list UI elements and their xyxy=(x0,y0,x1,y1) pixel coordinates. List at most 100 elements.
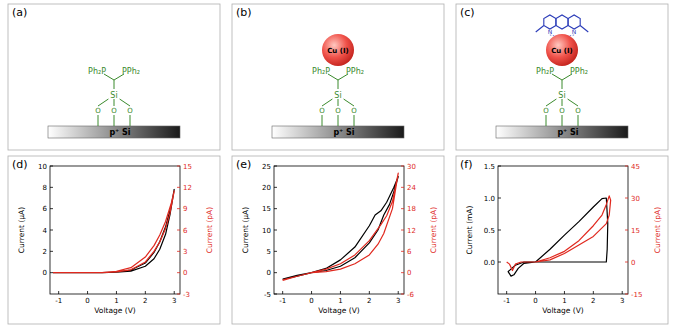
si-c-bond xyxy=(114,80,115,89)
y2-tick xyxy=(625,262,628,263)
y-tick xyxy=(50,251,53,252)
x-tick-label: 2 xyxy=(367,297,371,305)
oxygen-atom: O xyxy=(95,107,101,115)
chart-panel: (d)-10123Voltage (V)0246810Current (μA)-… xyxy=(8,156,220,324)
plot-data xyxy=(507,196,611,276)
x-tick-label: 1 xyxy=(562,297,566,305)
iv-curve xyxy=(507,196,611,271)
panel-label: (b) xyxy=(236,6,252,19)
y-tick xyxy=(274,208,277,209)
x-tick xyxy=(311,291,312,294)
chart-panel: (f)-10123Voltage (V)0.00.51.01.5Current … xyxy=(456,156,668,324)
y2-tick-label: 6 xyxy=(183,227,188,235)
y-tick-label: 0 xyxy=(43,269,47,277)
y2-tick xyxy=(401,251,404,252)
metal-label: Cu (I) xyxy=(327,47,349,55)
x-tick xyxy=(593,291,594,294)
substrate xyxy=(272,126,404,138)
y2-tick xyxy=(625,166,628,167)
y-tick-label: 8 xyxy=(43,184,47,192)
y-tick xyxy=(498,230,501,231)
o-substrate-bond xyxy=(354,115,355,126)
x-axis-label: Voltage (V) xyxy=(94,306,136,315)
si-o-bond xyxy=(546,99,556,106)
substrate xyxy=(48,126,180,138)
y-tick-label: -5 xyxy=(264,291,271,299)
y-tick-label: 15 xyxy=(262,205,271,213)
si-o-bond xyxy=(114,99,115,106)
plot-frame xyxy=(50,166,180,294)
x-tick-label: 3 xyxy=(172,297,176,305)
x-tick-label: -1 xyxy=(55,297,62,305)
methyl-bond xyxy=(536,26,544,33)
y2-tick xyxy=(625,230,628,231)
y2-tick-label: 24 xyxy=(407,184,416,192)
y2-tick-label: 15 xyxy=(631,227,640,235)
x-tick xyxy=(58,291,59,294)
phosphine-left: Ph₂P xyxy=(88,67,106,76)
x-tick xyxy=(369,291,370,294)
iv-curve xyxy=(53,189,174,272)
y2-tick xyxy=(625,198,628,199)
si-o-bond xyxy=(98,99,108,106)
x-tick xyxy=(340,291,341,294)
x-tick xyxy=(282,291,283,294)
x-tick xyxy=(398,291,399,294)
y2-tick-label: 9 xyxy=(183,205,187,213)
schematic-panel: (a)p⁺ SiOOOSiPh₂PPPh₂ xyxy=(8,4,220,150)
panel-frame xyxy=(232,4,444,150)
si-o-bond xyxy=(568,99,578,106)
plot-data xyxy=(53,189,174,272)
y2-tick xyxy=(625,294,628,295)
y2-tick xyxy=(401,166,404,167)
y2-tick xyxy=(401,294,404,295)
oxygen-atom: O xyxy=(319,107,325,115)
y2-tick xyxy=(177,166,180,167)
y-axis-label: Current (μA) xyxy=(17,207,26,253)
panel-label: (f) xyxy=(460,158,472,171)
y2-tick xyxy=(401,187,404,188)
metal-label: Cu (I) xyxy=(551,47,573,55)
coordination-bond xyxy=(550,35,556,36)
y2-tick xyxy=(177,251,180,252)
schematic-panel: (b)p⁺ SiOOOSiPh₂PPPh₂Cu (I) xyxy=(232,4,444,150)
panel-frame xyxy=(456,156,668,324)
y2-tick xyxy=(177,208,180,209)
iv-curve xyxy=(53,191,174,273)
o-substrate-bond xyxy=(98,115,99,126)
iv-curve xyxy=(283,173,399,280)
y-axis-label: Current (μA) xyxy=(241,207,250,253)
panel-label: (e) xyxy=(236,158,251,171)
x-tick xyxy=(506,291,507,294)
y2-tick-label: 30 xyxy=(631,195,640,203)
y2-tick-label: 0 xyxy=(631,259,635,267)
si-c-bond xyxy=(338,80,339,89)
y2-tick xyxy=(177,272,180,273)
y-tick-label: 4 xyxy=(43,227,48,235)
y-tick-label: 5 xyxy=(267,248,271,256)
plot-frame xyxy=(274,166,404,294)
y-tick-label: 10 xyxy=(38,163,47,171)
ligand-ring xyxy=(544,15,556,29)
x-tick xyxy=(87,291,88,294)
y2-axis-label: Current (pA) xyxy=(653,207,662,253)
x-tick-label: -1 xyxy=(279,297,286,305)
y-tick-label: 0 xyxy=(267,269,271,277)
silicon-atom: Si xyxy=(558,91,565,100)
y-tick xyxy=(498,166,501,167)
phosphine-left: Ph₂P xyxy=(536,67,554,76)
x-axis-label: Voltage (V) xyxy=(542,306,584,315)
y2-tick-label: 6 xyxy=(407,248,412,256)
oxygen-atom: O xyxy=(351,107,357,115)
y2-tick xyxy=(177,187,180,188)
x-tick-label: 0 xyxy=(309,297,313,305)
y-tick-label: 10 xyxy=(262,227,271,235)
y2-tick xyxy=(401,208,404,209)
phosphine-right: PPh₂ xyxy=(122,67,140,76)
y-tick xyxy=(50,230,53,231)
x-tick-label: 0 xyxy=(85,297,89,305)
y2-tick-label: 45 xyxy=(631,163,640,171)
si-o-bond xyxy=(322,99,332,106)
y-tick xyxy=(50,187,53,188)
phosphine-left: Ph₂P xyxy=(312,67,330,76)
